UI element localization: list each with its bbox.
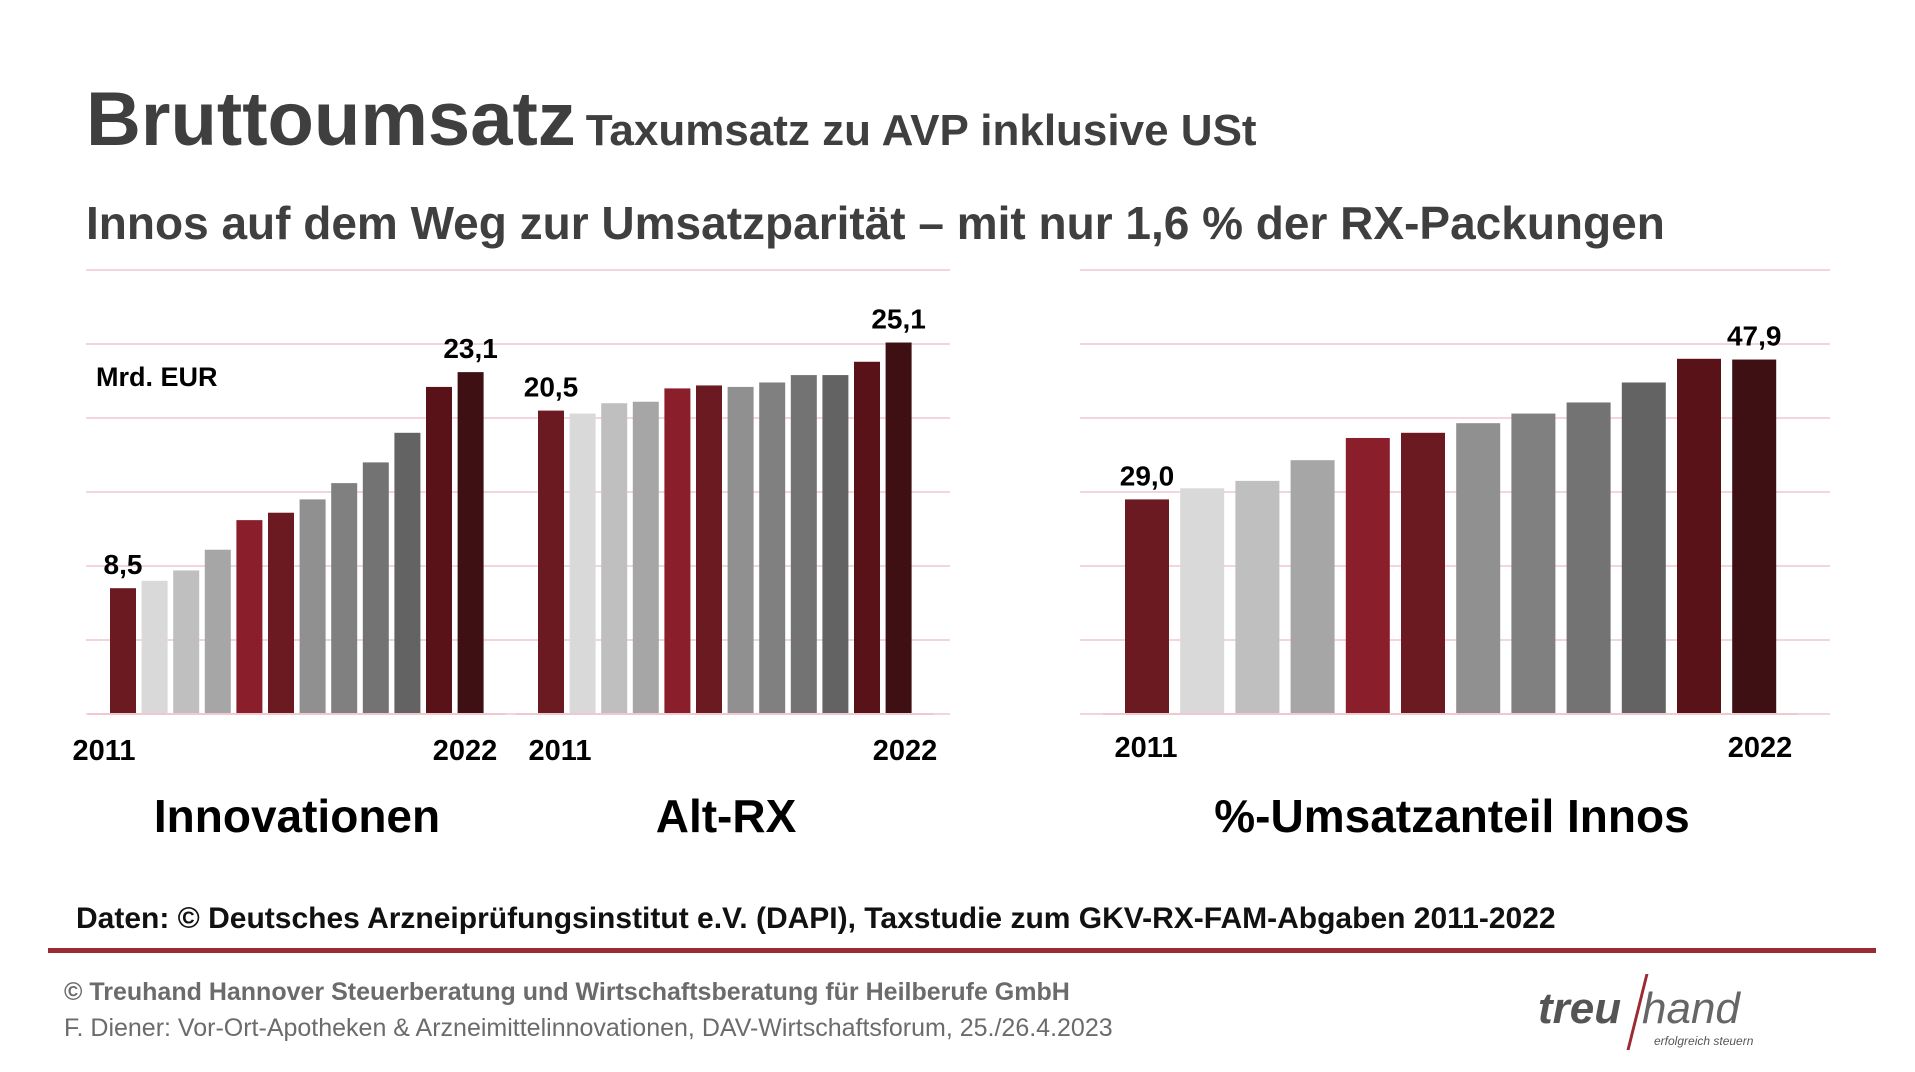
footer-divider <box>48 948 1876 953</box>
bar-2015 <box>1345 437 1390 714</box>
data-label: 25,1 <box>871 304 926 335</box>
chart-caption: Innovationen <box>154 790 440 842</box>
bar-2022 <box>457 372 484 714</box>
treuhand-logo: treu hand erfolgreich steuern <box>1530 974 1754 1050</box>
bar-2018 <box>759 382 786 714</box>
logo-text-treu: treu <box>1538 984 1622 1033</box>
bar-2020 <box>822 375 849 714</box>
bar-2016 <box>696 385 722 714</box>
bar-2019 <box>790 375 817 714</box>
bar-2012 <box>141 580 168 714</box>
bar-2017 <box>1456 423 1501 714</box>
source-note: Daten: © Deutsches Arzneiprüfungsinstitu… <box>76 902 1556 935</box>
bar-2017 <box>727 386 754 714</box>
unit-label: Mrd. EUR <box>96 362 218 392</box>
x-tick-start: 2011 <box>529 735 592 767</box>
x-tick-start: 2011 <box>73 735 136 767</box>
x-tick-end: 2022 <box>1728 732 1793 764</box>
bar-2021 <box>1677 358 1721 714</box>
bar-2012 <box>569 413 596 714</box>
bar-2020 <box>1621 382 1666 714</box>
bar-2022 <box>1732 359 1777 714</box>
bar-2020 <box>394 432 421 714</box>
bar-2014 <box>1290 460 1335 714</box>
bar-2014 <box>632 401 659 714</box>
logo-tagline: erfolgreich steuern <box>1654 1034 1754 1048</box>
bar-2011 <box>538 410 564 714</box>
bar-2014 <box>204 549 231 714</box>
title-main: Bruttoumsatz <box>86 77 576 162</box>
data-label: 47,9 <box>1727 321 1782 352</box>
bar-2019 <box>362 462 389 714</box>
bar-2011 <box>110 588 136 714</box>
bar-2013 <box>173 570 200 714</box>
page-title: Bruttoumsatz Taxumsatz zu AVP inklusive U… <box>86 76 1257 163</box>
chart-caption: Alt-RX <box>656 790 797 842</box>
bar-2018 <box>1511 413 1556 714</box>
chart-2: 20,5 25,1 2011 2022 Alt-RX <box>516 304 937 842</box>
x-tick-end: 2022 <box>873 735 938 767</box>
bar-2013 <box>601 403 628 714</box>
chart-1: 8,5 23,1 2011 2022 Innovationen Mrd. EUR <box>73 333 506 842</box>
bar-2011 <box>1125 499 1169 714</box>
page-subtitle: Innos auf dem Weg zur Umsatzparität – mi… <box>86 197 1665 249</box>
bar-2015 <box>236 520 263 714</box>
bar-2017 <box>299 499 326 714</box>
data-label: 8,5 <box>104 549 143 580</box>
data-label: 20,5 <box>524 372 579 403</box>
data-label: 29,0 <box>1120 460 1175 491</box>
bar-2022 <box>885 342 912 714</box>
bar-2018 <box>331 483 358 714</box>
footer-company: © Treuhand Hannover Steuerberatung und W… <box>64 978 1070 1006</box>
bar-2021 <box>854 361 880 714</box>
data-label: 23,1 <box>443 333 498 364</box>
chart-caption: %-Umsatzanteil Innos <box>1214 790 1689 842</box>
footer-presentation: F. Diener: Vor-Ort-Apotheken & Arzneimit… <box>64 1014 1113 1042</box>
bar-2019 <box>1566 402 1611 714</box>
title-suffix: Taxumsatz zu AVP inklusive USt <box>585 106 1257 155</box>
bar-2016 <box>1401 432 1445 714</box>
chart-3: 29,0 47,9 2011 2022 %-Umsatzanteil Innos <box>1103 321 1799 842</box>
bar-2013 <box>1235 480 1280 714</box>
bar-2016 <box>268 512 294 714</box>
logo-text-hand: hand <box>1642 984 1740 1033</box>
bar-2012 <box>1180 488 1225 714</box>
x-tick-end: 2022 <box>433 735 498 767</box>
x-tick-start: 2011 <box>1115 732 1178 764</box>
bar-2015 <box>664 388 691 714</box>
bar-2021 <box>426 386 452 714</box>
